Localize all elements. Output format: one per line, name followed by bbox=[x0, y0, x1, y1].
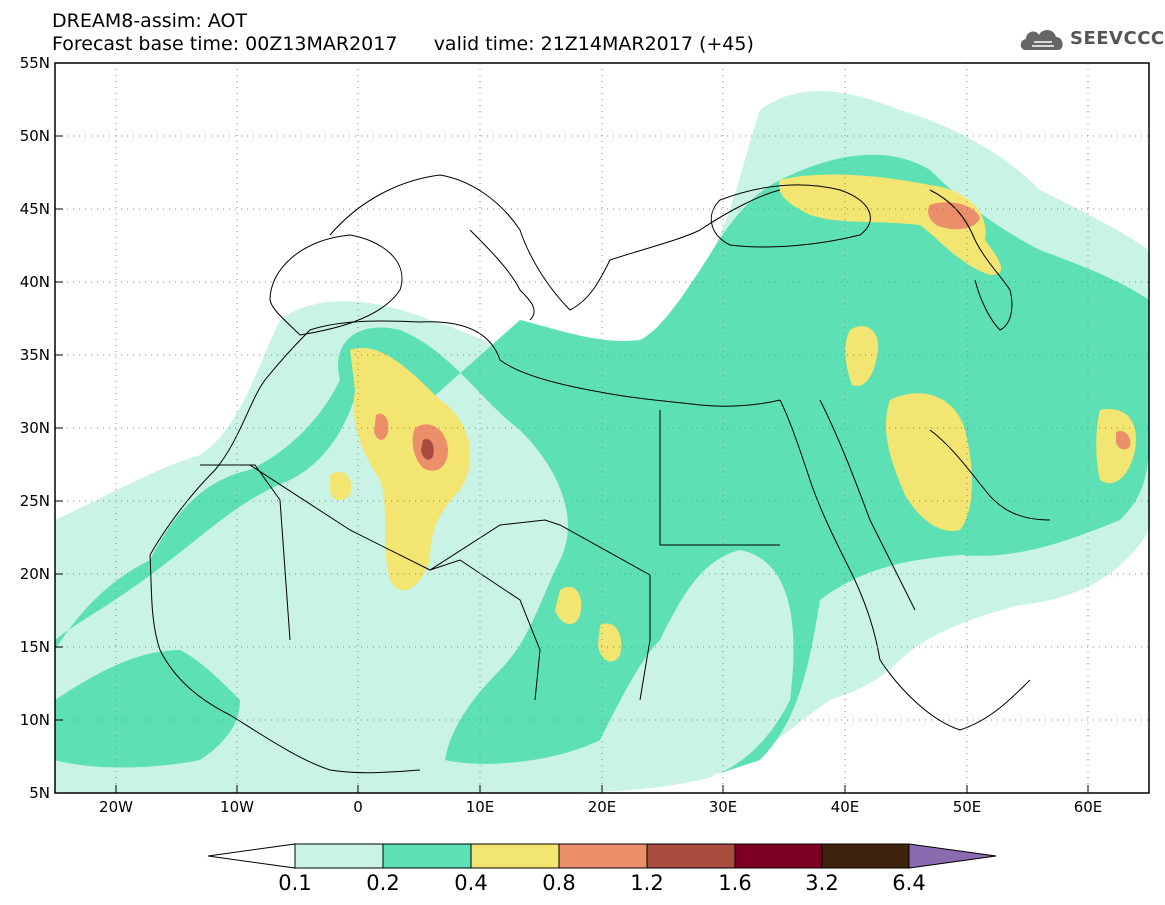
map-subtitle: Forecast base time: 00Z13MAR2017 valid t… bbox=[52, 33, 754, 55]
y-tick-label: 40N bbox=[19, 273, 50, 291]
coastlines bbox=[149, 174, 1051, 774]
x-tick-label: 20E bbox=[587, 798, 617, 816]
colorbar-label: 0.1 bbox=[278, 871, 312, 895]
x-tick-label: 20W bbox=[99, 798, 133, 816]
y-tick-label: 25N bbox=[19, 492, 50, 510]
colorbar-label: 1.2 bbox=[630, 871, 664, 895]
cloud-icon bbox=[1020, 29, 1063, 50]
colorbar-label: 6.4 bbox=[892, 871, 926, 895]
graticule bbox=[55, 63, 1149, 793]
x-tick-label: 30E bbox=[708, 798, 738, 816]
aot-contour-1.2 bbox=[421, 439, 434, 460]
y-tick-label: 55N bbox=[19, 54, 50, 72]
y-tick-label: 15N bbox=[19, 638, 50, 656]
colorbar-label: 3.2 bbox=[805, 871, 839, 895]
axis-ticks bbox=[55, 135, 1089, 793]
y-tick-label: 20N bbox=[19, 565, 50, 583]
colorbar-label: 1.6 bbox=[718, 871, 752, 895]
colorbar-label: 0.4 bbox=[454, 871, 488, 895]
x-tick-label: 10E bbox=[465, 798, 495, 816]
x-tick-label: 40E bbox=[830, 798, 860, 816]
y-tick-label: 5N bbox=[29, 784, 50, 802]
aot-contour-0.2 bbox=[55, 154, 1149, 780]
map-title: DREAM8-assim: AOT bbox=[52, 10, 248, 32]
colorbar-label: 0.8 bbox=[542, 871, 576, 895]
y-tick-label: 30N bbox=[19, 419, 50, 437]
x-tick-label: 50E bbox=[952, 798, 982, 816]
aot-contour-0.4 bbox=[350, 348, 471, 591]
seevccc-logo: SEEVCCC bbox=[1018, 24, 1164, 54]
x-tick-label: 10W bbox=[220, 798, 254, 816]
aot-field bbox=[55, 91, 1149, 793]
y-tick-label: 45N bbox=[19, 200, 50, 218]
y-tick-label: 50N bbox=[19, 127, 50, 145]
y-tick-label: 10N bbox=[19, 711, 50, 729]
y-tick-label: 35N bbox=[19, 346, 50, 364]
x-tick-label: 60E bbox=[1073, 798, 1103, 816]
x-tick-label: 0 bbox=[353, 798, 363, 816]
logo-text: SEEVCCC bbox=[1070, 28, 1165, 49]
colorbar-label: 0.2 bbox=[366, 871, 400, 895]
